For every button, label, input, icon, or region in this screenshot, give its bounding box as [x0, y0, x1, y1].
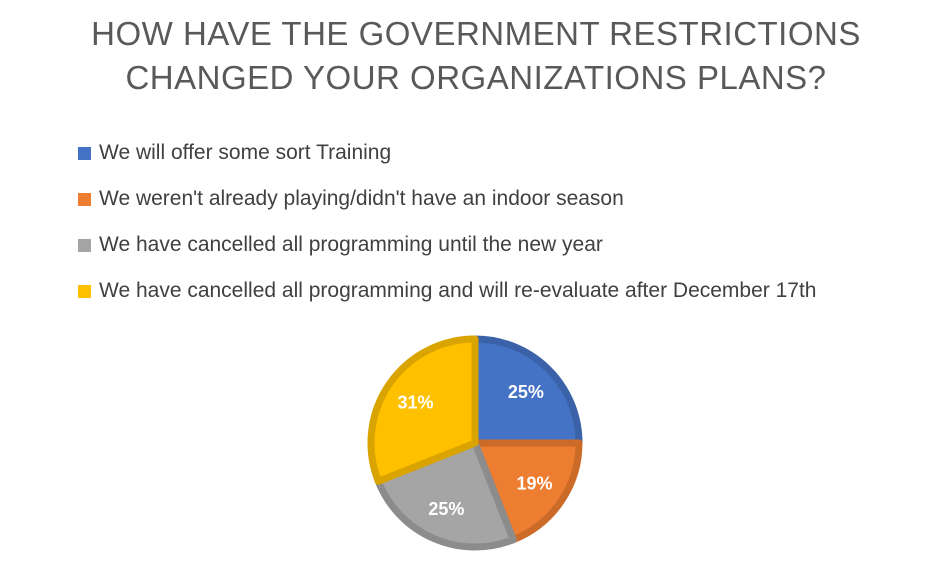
pie-data-label-no-indoor-season: 19% — [516, 474, 552, 494]
pie-slice-cancelled-reevaluate — [367, 335, 479, 485]
legend-swatch-cancelled-new-year — [78, 238, 91, 252]
legend-label-cancelled-new-year: We have cancelled all programming until … — [99, 233, 603, 256]
chart-title-line-2: CHANGED YOUR ORGANIZATIONS PLANS? — [125, 59, 827, 96]
pie-slice-cancelled-new-year — [374, 439, 517, 551]
chart-legend: We will offer some sort Training We were… — [78, 130, 816, 314]
legend-item-training: We will offer some sort Training — [78, 130, 816, 176]
pie-slice-training — [471, 335, 583, 447]
pie-data-labels: 25% 19% 25% 31% — [397, 382, 552, 519]
legend-label-cancelled-reevaluate: We have cancelled all programming and wi… — [99, 279, 817, 302]
legend-label-training: We will offer some sort Training — [99, 141, 392, 164]
pie-slice-no-indoor-season — [471, 439, 583, 544]
pie-data-label-cancelled-reevaluate: 31% — [397, 393, 433, 413]
legend-swatch-no-indoor-season — [78, 192, 91, 206]
legend-item-no-indoor-season: We weren't already playing/didn't have a… — [78, 176, 816, 222]
legend-item-cancelled-new-year: We have cancelled all programming until … — [78, 222, 816, 268]
chart-title-line-1: HOW HAVE THE GOVERNMENT RESTRICTIONS — [91, 15, 861, 52]
legend-label-no-indoor-season: We weren't already playing/didn't have a… — [99, 187, 624, 210]
legend-swatch-cancelled-reevaluate — [78, 284, 91, 298]
pie-data-label-training: 25% — [508, 382, 544, 402]
pie-slices — [367, 335, 583, 551]
pie-data-label-cancelled-new-year: 25% — [428, 499, 464, 519]
chart-title: HOW HAVE THE GOVERNMENT RESTRICTIONS CHA… — [0, 12, 952, 100]
legend-item-cancelled-reevaluate: We have cancelled all programming and wi… — [78, 268, 816, 314]
legend-swatch-training — [78, 146, 91, 160]
